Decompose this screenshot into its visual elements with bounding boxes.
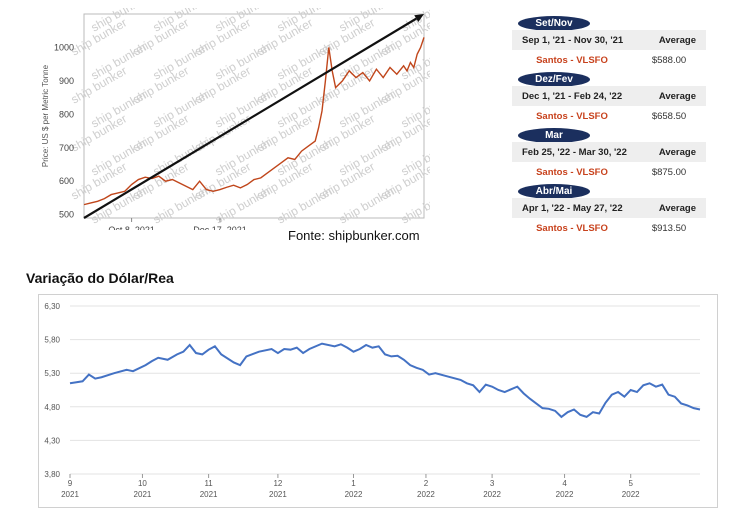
trend-arrow [83, 17, 417, 219]
usd-brl-line [69, 342, 701, 419]
x-tick-month: 5 [628, 479, 633, 488]
period-label-pill: Dez/Fev [518, 72, 590, 87]
period-range-band: Apr 1, '22 - May 27, '22 Average [512, 198, 706, 218]
period-card: Set/Nov Sep 1, '21 - Nov 30, '21 Average Sa… [512, 16, 706, 72]
period-card: Abr/Mai Apr 1, '22 - May 27, '22 Average Sa… [512, 184, 706, 240]
x-tick-year: 2021 [200, 490, 218, 499]
x-tick-year: 2022 [483, 490, 501, 499]
period-range-band: Feb 25, '22 - Mar 30, '22 Average [512, 142, 706, 162]
usd-brl-chart: 6,30 5,80 5,30 4,80 4,30 3,80 9 2021 10 2021 11 20… [38, 294, 718, 508]
y-tick-label: 800 [59, 109, 74, 119]
period-price: $588.00 [651, 54, 687, 66]
x-tick-year: 2022 [622, 490, 640, 499]
x-tick-month: 3 [490, 479, 495, 488]
period-price-row: Santos - VLSFO $913.50 [512, 220, 706, 236]
y-tick-label: 900 [59, 76, 74, 86]
period-product: Santos - VLSFO [536, 222, 608, 234]
period-range: Apr 1, '22 - May 27, '22 [522, 202, 623, 214]
period-card: Mar Feb 25, '22 - Mar 30, '22 Average Santo… [512, 128, 706, 184]
y-tick-label: 700 [59, 143, 74, 153]
x-tick-month: 1 [351, 479, 356, 488]
x-tick-month: 10 [138, 479, 147, 488]
period-label-pill: Mar [518, 128, 590, 143]
y-tick-label: 500 [59, 210, 74, 220]
x-tick-month: 11 [204, 479, 213, 488]
y-tick-label: 3,80 [44, 470, 60, 479]
period-range: Dec 1, '21 - Feb 24, '22 [522, 90, 623, 102]
period-average-label: Average [658, 146, 696, 158]
y-tick-label: 1000 [54, 42, 74, 52]
x-tick-year: 2021 [134, 490, 152, 499]
x-tick-label: Dec 17, 2021 [193, 225, 247, 230]
x-tick-month: 12 [273, 479, 282, 488]
period-price-row: Santos - VLSFO $658.50 [512, 108, 706, 124]
x-tick-month: 2 [424, 479, 429, 488]
period-price-row: Santos - VLSFO $588.00 [512, 52, 706, 68]
x-tick-year: 2021 [269, 490, 287, 499]
y-tick-label: 600 [59, 176, 74, 186]
period-label-pill: Abr/Mai [518, 184, 590, 199]
fx-chart-gridlines [70, 305, 700, 475]
fuel-price-line [83, 37, 425, 206]
period-product: Santos - VLSFO [536, 110, 608, 122]
period-range-band: Dec 1, '21 - Feb 24, '22 Average [512, 86, 706, 106]
period-average-label: Average [658, 90, 696, 102]
y-tick-label: 5,30 [44, 369, 60, 378]
period-average-label: Average [658, 202, 696, 214]
x-tick-year: 2021 [61, 490, 79, 499]
section-title: Variação do Dólar/Rea [26, 270, 174, 286]
x-tick-month: 4 [562, 479, 567, 488]
fx-chart-frame [38, 294, 718, 508]
y-tick-label: 6,30 [44, 302, 60, 311]
x-tick-year: 2022 [417, 490, 435, 499]
period-range: Feb 25, '22 - Mar 30, '22 [522, 146, 627, 158]
trend-arrowhead [414, 14, 424, 23]
source-caption: Fonte: shipbunker.com [288, 228, 420, 243]
period-product: Santos - VLSFO [536, 54, 608, 66]
y-tick-label: 5,80 [44, 336, 60, 345]
y-tick-label: 4,30 [44, 436, 60, 445]
period-label-pill: Set/Nov [518, 16, 590, 31]
x-tick-year: 2022 [556, 490, 574, 499]
period-price-row: Santos - VLSFO $875.00 [512, 164, 706, 180]
y-tick-label: 4,80 [44, 403, 60, 412]
period-product: Santos - VLSFO [536, 166, 608, 178]
period-price: $875.00 [651, 166, 687, 178]
period-price: $913.50 [651, 222, 687, 234]
fuel-chart-y-label: Price: US $ per Metric Tonne [41, 64, 50, 167]
period-range-band: Sep 1, '21 - Nov 30, '21 Average [512, 30, 706, 50]
x-tick-year: 2022 [345, 490, 363, 499]
x-tick-month: 9 [68, 479, 73, 488]
period-card: Dez/Fev Dec 1, '21 - Feb 24, '22 Average Sa… [512, 72, 706, 128]
x-tick-label: Oct 8, 2021 [108, 225, 155, 230]
period-range: Sep 1, '21 - Nov 30, '21 [522, 34, 624, 46]
period-average-label: Average [658, 34, 696, 46]
period-price: $658.50 [651, 110, 687, 122]
